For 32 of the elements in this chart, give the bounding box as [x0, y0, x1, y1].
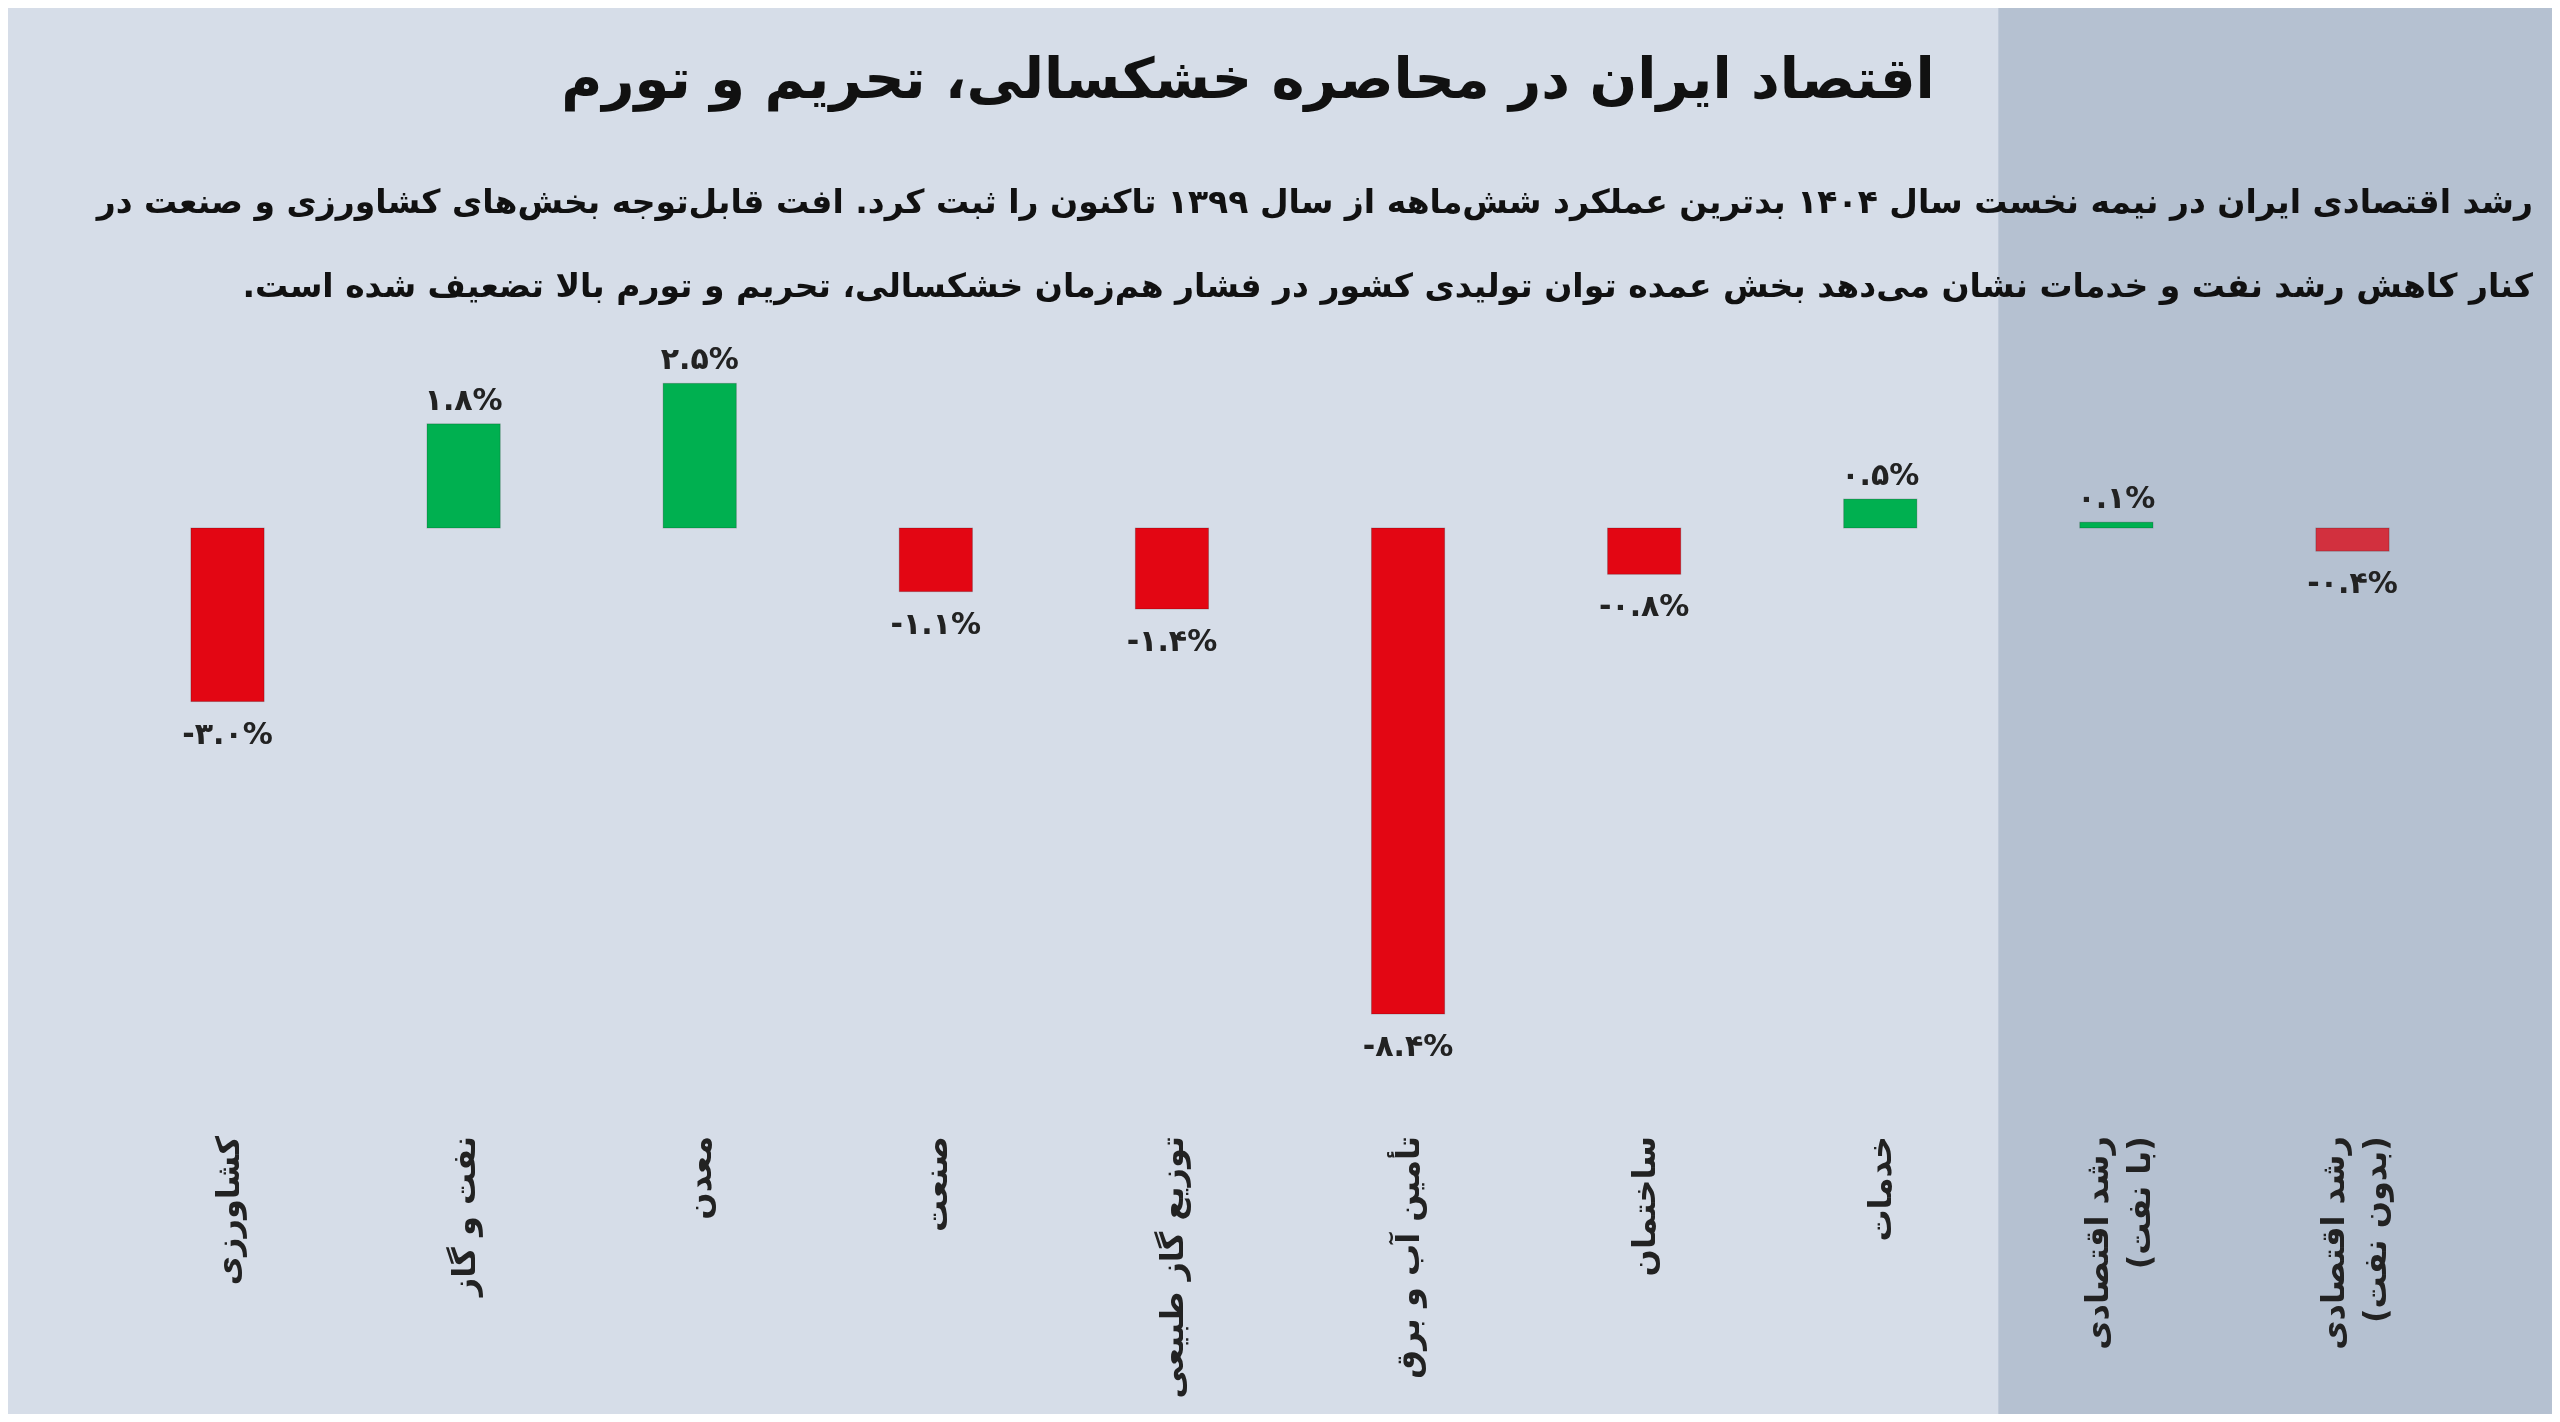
data-label: ۲.۵% — [660, 341, 739, 377]
data-label: -۱.۴% — [1126, 623, 1218, 658]
bar — [2315, 527, 2390, 552]
text: رشد اقتصادی ایران در نیمه نخست سال ۱۴۰۴ بدترین عملکرد شش‌ماهه از سال ۱۳۹۹ تاکنون را ثبت کرد. افت قابل‌توجه بخش‌های کشاورزی و صنعت در کنار کاهش رشد نفت و خدمات نشان می‌دهد بخش عمده توان تولیدی کشور در فشار هم‌زمان خشکسالی، تحریم و تورم بالا تضعیف شده است. — [96, 182, 2533, 305]
bar — [190, 527, 265, 703]
bar — [1134, 527, 1210, 610]
data-label: -۰.۸% — [1598, 588, 1690, 624]
x-tick-label: صنعت — [917, 1136, 956, 1232]
data-label: ۰.۱% — [2077, 480, 2156, 516]
x-tick-label: خدمات — [1861, 1136, 1900, 1242]
x-tick-label: تأمین آب و برق — [1387, 1136, 1428, 1379]
data-label: -۰.۴% — [2307, 565, 2398, 601]
chart-title: اقتصاد ایران در محاصره خشکسالی، تحریم و تورم — [561, 46, 1935, 112]
x-tick-label: رشد اقتصادی (بدون نفت) — [2314, 1136, 2395, 1350]
data-label: -۳.۰% — [182, 715, 273, 751]
x-tick-label: ساختمان — [1625, 1136, 1664, 1277]
x-tick-label: رشد اقتصادی (با نفت) — [2078, 1136, 2158, 1350]
bar — [1607, 527, 1682, 575]
data-label: -۸.۴% — [1362, 1028, 1454, 1063]
bar — [1843, 498, 1918, 529]
x-tick-label: توزیع گاز طبیعی — [1153, 1136, 1192, 1399]
x-tick-label: معدن — [680, 1136, 719, 1220]
data-label: -۱.۱% — [890, 605, 982, 641]
bar — [426, 423, 501, 529]
data-label: ۱.۸% — [424, 381, 503, 417]
bar — [2079, 521, 2154, 529]
data-label: ۰.۵% — [1841, 457, 1920, 493]
bar — [1370, 527, 1446, 1015]
x-tick-label: کشاورزی — [208, 1135, 247, 1286]
x-tick-label: نفت و گاز — [444, 1136, 483, 1299]
bar — [662, 382, 737, 529]
bar — [898, 527, 973, 593]
